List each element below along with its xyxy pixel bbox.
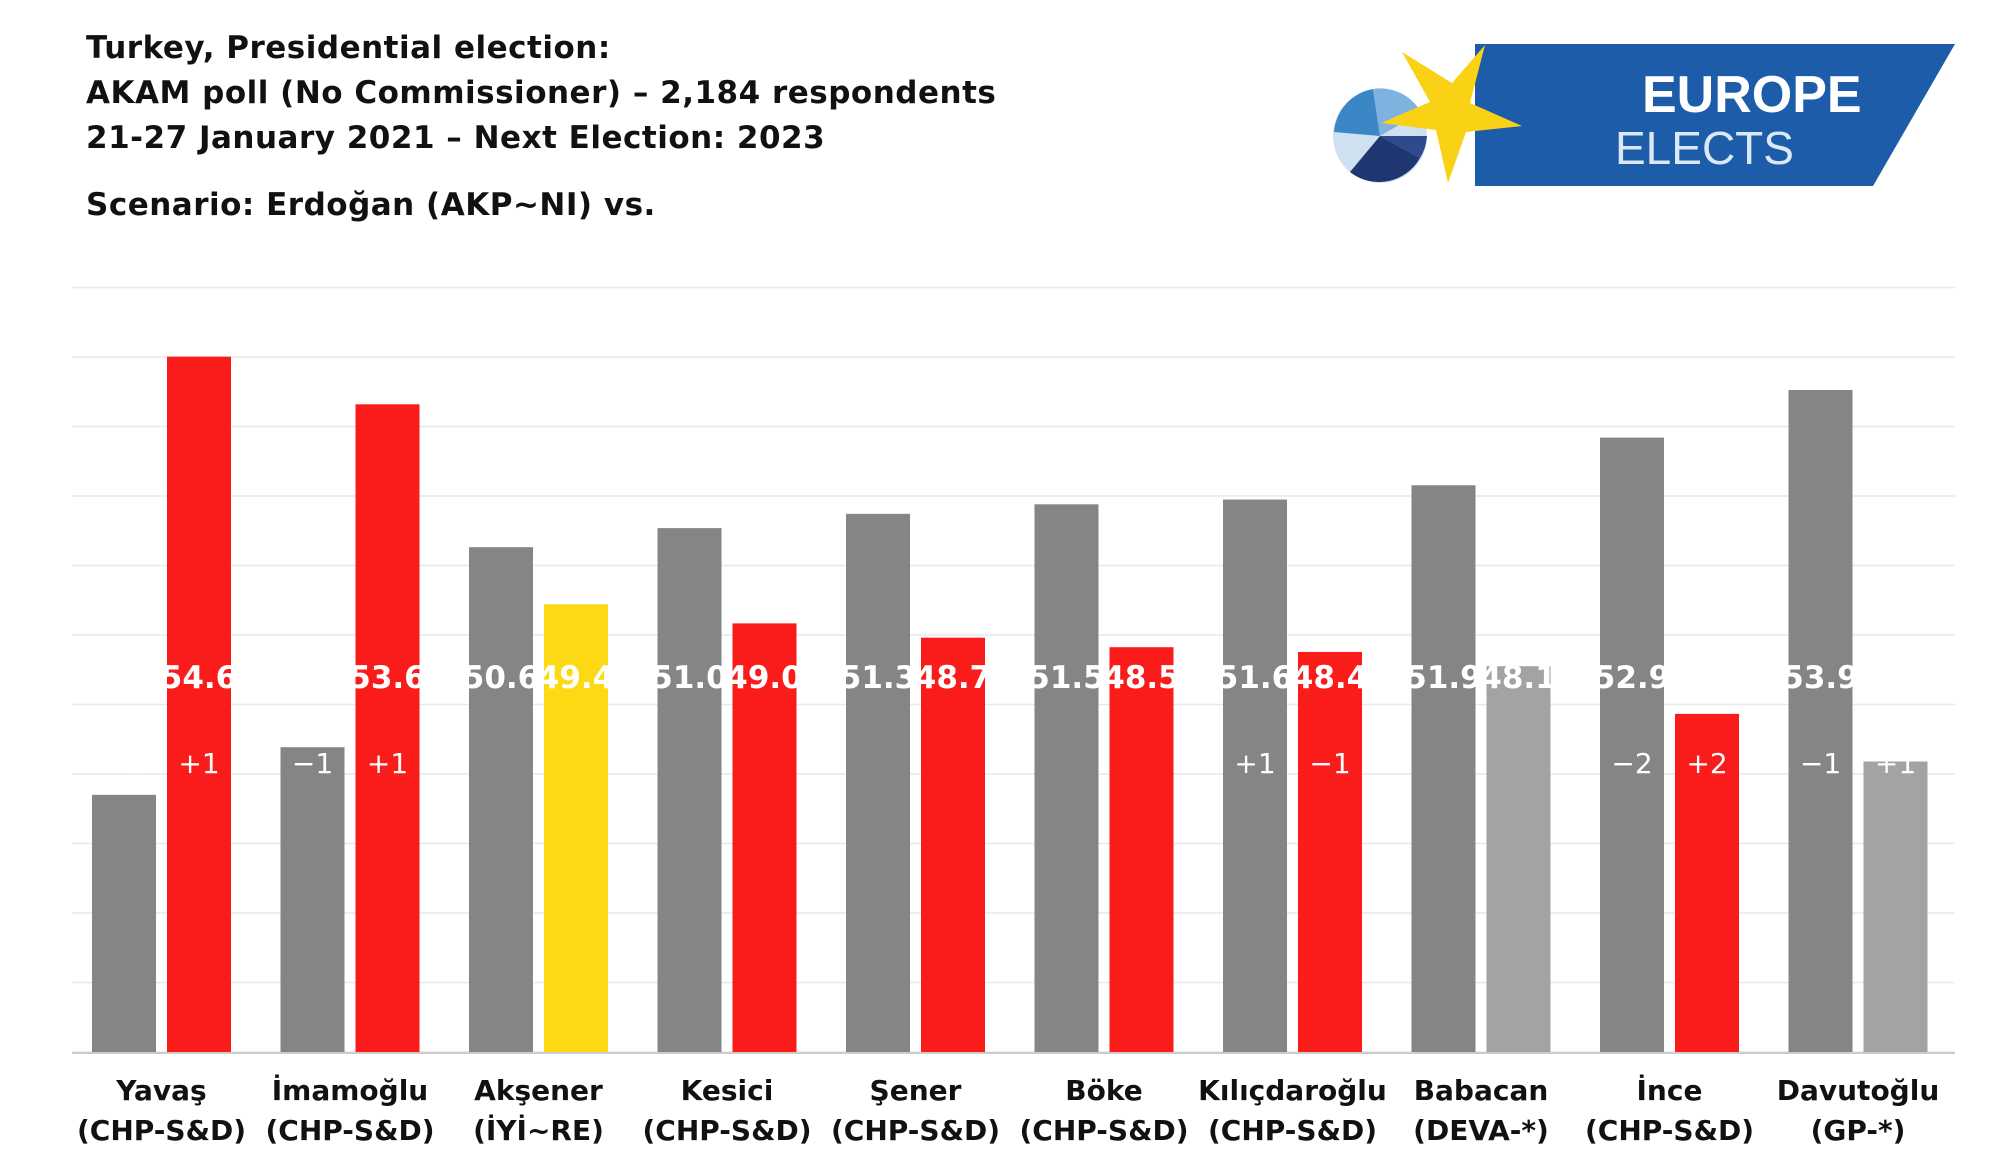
bar-value-label: 49.0	[726, 660, 803, 696]
x-tick-label-name: Kesici	[681, 1074, 774, 1107]
bar-change-label: +1	[1234, 747, 1275, 780]
bar-change-label: −1	[1800, 747, 1841, 780]
europe-elects-logo: EUROPE ELECTS	[1333, 44, 1955, 186]
bar-challenger	[1109, 647, 1174, 1052]
logo-pie-slice-mid	[1334, 89, 1380, 136]
bar-change-label: −1	[103, 747, 144, 780]
bar-change-label: +1	[178, 747, 219, 780]
bar-change-label: −1	[292, 747, 333, 780]
x-tick-label-name: Yavaş	[115, 1074, 206, 1107]
x-tick-label-name: Babacan	[1414, 1074, 1549, 1107]
bar-value-label: 47.1	[1669, 660, 1746, 696]
bar-value-label: 52.9	[1594, 660, 1671, 696]
bar-challenger	[355, 404, 420, 1052]
bar-value-label: 51.0	[651, 660, 728, 696]
bar-value-label: 48.5	[1103, 660, 1180, 696]
bar-value-label: 48.7	[915, 660, 992, 696]
bar-value-label: 46.4	[274, 660, 351, 696]
x-tick-label-name: İmamoğlu	[272, 1073, 428, 1107]
x-tick-label-party: (İYİ~RE)	[473, 1113, 604, 1147]
x-tick-label-name: Şener	[870, 1074, 962, 1107]
bar-challenger	[921, 637, 985, 1052]
x-tick-label-name: Akşener	[474, 1074, 603, 1107]
bar-erdogan	[1223, 499, 1287, 1052]
bar-challenger	[1863, 761, 1928, 1052]
bar-change-label: +1	[1875, 747, 1916, 780]
bar-challenger	[1298, 651, 1362, 1052]
bar-challenger	[1675, 713, 1739, 1052]
bar-value-label: 50.6	[463, 660, 540, 696]
bar-value-label: 51.3	[840, 660, 917, 696]
label-layer: 45.4 −1 54.6 +1 Yavaş (CHP-S&D) 46.4 −1 53.6 +1 İm…	[77, 660, 1939, 1147]
chart-subtitle-dates: 21-27 January 2021 – Next Election: 2023	[86, 120, 826, 156]
bar-erdogan	[92, 794, 156, 1052]
bar-erdogan	[1411, 485, 1476, 1052]
chart-subtitle-poll: AKAM poll (No Commissioner) – 2,184 resp…	[86, 75, 997, 111]
logo-pie-slice-light	[1373, 88, 1421, 136]
bar-value-label: 51.5	[1028, 660, 1105, 696]
bar-challenger	[1486, 666, 1551, 1052]
x-tick-label-name: Böke	[1065, 1074, 1142, 1107]
bar-value-label: 53.9	[1782, 660, 1859, 696]
x-tick-label-party: (CHP-S&D)	[1019, 1114, 1188, 1147]
logo-banner	[1475, 44, 1955, 186]
logo-word-europe: EUROPE	[1642, 66, 1862, 124]
x-tick-label-party: (DEVA-*)	[1413, 1114, 1549, 1147]
bar-value-label: 54.6	[161, 660, 238, 696]
bar-erdogan	[1600, 437, 1664, 1052]
bar-erdogan	[1788, 390, 1853, 1052]
chart-scenario: Scenario: Erdoğan (AKP~NI) vs.	[86, 187, 656, 223]
logo-word-elects: ELECTS	[1615, 122, 1794, 174]
bar-value-label: 49.4	[538, 660, 615, 696]
bar-change-label: −1	[1309, 747, 1350, 780]
bar-change-label: +2	[1686, 747, 1727, 780]
x-tick-label-party: (GP-*)	[1811, 1114, 1906, 1147]
x-tick-label-party: (CHP-S&D)	[1585, 1114, 1754, 1147]
bar-value-label: 46.1	[1857, 660, 1934, 696]
bar-value-label: 51.6	[1217, 660, 1294, 696]
bar-change-label: −2	[1611, 747, 1652, 780]
x-tick-label-name: Davutoğlu	[1777, 1074, 1940, 1107]
bar-layer	[92, 356, 1928, 1052]
x-tick-label-party: (CHP-S&D)	[265, 1114, 434, 1147]
bar-challenger	[544, 604, 608, 1052]
bar-value-label: 53.6	[349, 660, 426, 696]
bar-value-label: 51.9	[1405, 660, 1482, 696]
x-tick-label-party: (CHP-S&D)	[77, 1114, 246, 1147]
logo-star-icon	[1381, 45, 1522, 183]
bar-erdogan	[846, 513, 910, 1052]
bar-change-label: +1	[367, 747, 408, 780]
bar-erdogan	[469, 547, 533, 1052]
logo-pie-slice-navy	[1380, 136, 1427, 158]
bar-erdogan	[657, 528, 722, 1052]
x-tick-label-party: (CHP-S&D)	[642, 1114, 811, 1147]
bar-value-label: 48.1	[1480, 660, 1557, 696]
bar-challenger	[167, 356, 231, 1052]
chart-title: Turkey, Presidential election:	[86, 30, 611, 66]
bar-value-label: 45.4	[86, 660, 163, 696]
logo-pie-slice-dark	[1350, 136, 1420, 183]
bar-erdogan	[1034, 504, 1099, 1052]
x-tick-label-party: (CHP-S&D)	[1208, 1114, 1377, 1147]
x-tick-label-name: Kılıçdaroğlu	[1198, 1074, 1387, 1107]
bar-challenger	[732, 623, 797, 1052]
bar-erdogan	[280, 747, 345, 1052]
x-tick-label-party: (CHP-S&D)	[831, 1114, 1000, 1147]
chart-header: Turkey, Presidential election: AKAM poll…	[86, 26, 996, 228]
x-tick-label-name: İnce	[1637, 1073, 1703, 1107]
bar-value-label: 48.4	[1292, 660, 1369, 696]
